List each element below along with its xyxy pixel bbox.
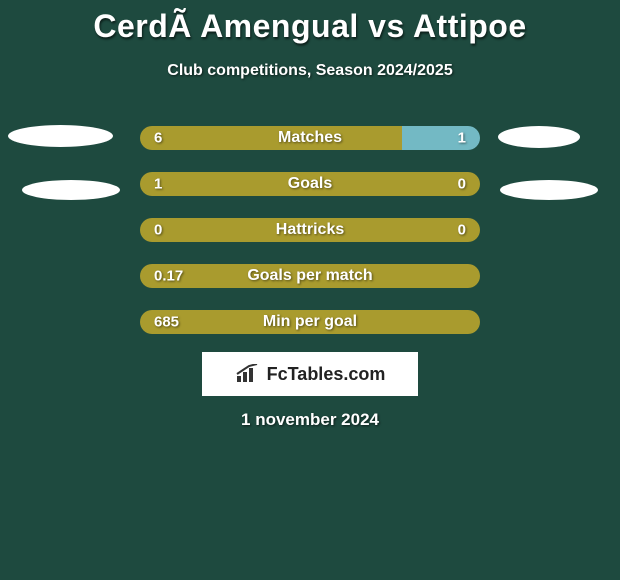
stat-bar-label: Goals per match (247, 267, 372, 285)
stat-bar-left-value: 685 (154, 314, 179, 331)
stat-bar-label: Goals (288, 175, 332, 193)
stat-bar-right-value: 1 (458, 130, 466, 147)
decorative-ellipse (500, 180, 598, 200)
stat-bar-left-segment (140, 126, 402, 150)
stat-bar-label: Matches (278, 129, 342, 147)
stat-bar-right-value: 0 (458, 222, 466, 239)
decorative-ellipse (8, 125, 113, 147)
stat-bar-label: Hattricks (276, 221, 344, 239)
stat-bar: Matches 6 1 (140, 126, 480, 150)
page-title: CerdÃ Amengual vs Attipoe (0, 8, 620, 45)
logo-text: FcTables.com (267, 364, 386, 385)
stat-bar: Goals 1 0 (140, 172, 480, 196)
decorative-ellipse (498, 126, 580, 148)
stat-bar-label: Min per goal (263, 313, 357, 331)
comparison-infographic: CerdÃ Amengual vs Attipoe Club competiti… (0, 0, 620, 580)
stat-bar: Min per goal 685 (140, 310, 480, 334)
stat-bar: Hattricks 0 0 (140, 218, 480, 242)
logo-badge: FcTables.com (202, 352, 418, 396)
date-stamp: 1 november 2024 (0, 410, 620, 430)
stat-bar-left-value: 6 (154, 130, 162, 147)
stat-bar: Goals per match 0.17 (140, 264, 480, 288)
stat-bar-right-segment (402, 126, 480, 150)
stat-bar-left-value: 0 (154, 222, 162, 239)
stat-bar-left-value: 0.17 (154, 268, 183, 285)
subtitle: Club competitions, Season 2024/2025 (0, 62, 620, 80)
stat-bar-left-value: 1 (154, 176, 162, 193)
decorative-ellipse (22, 180, 120, 200)
stat-bar-right-value: 0 (458, 176, 466, 193)
bar-chart-icon (235, 364, 261, 384)
